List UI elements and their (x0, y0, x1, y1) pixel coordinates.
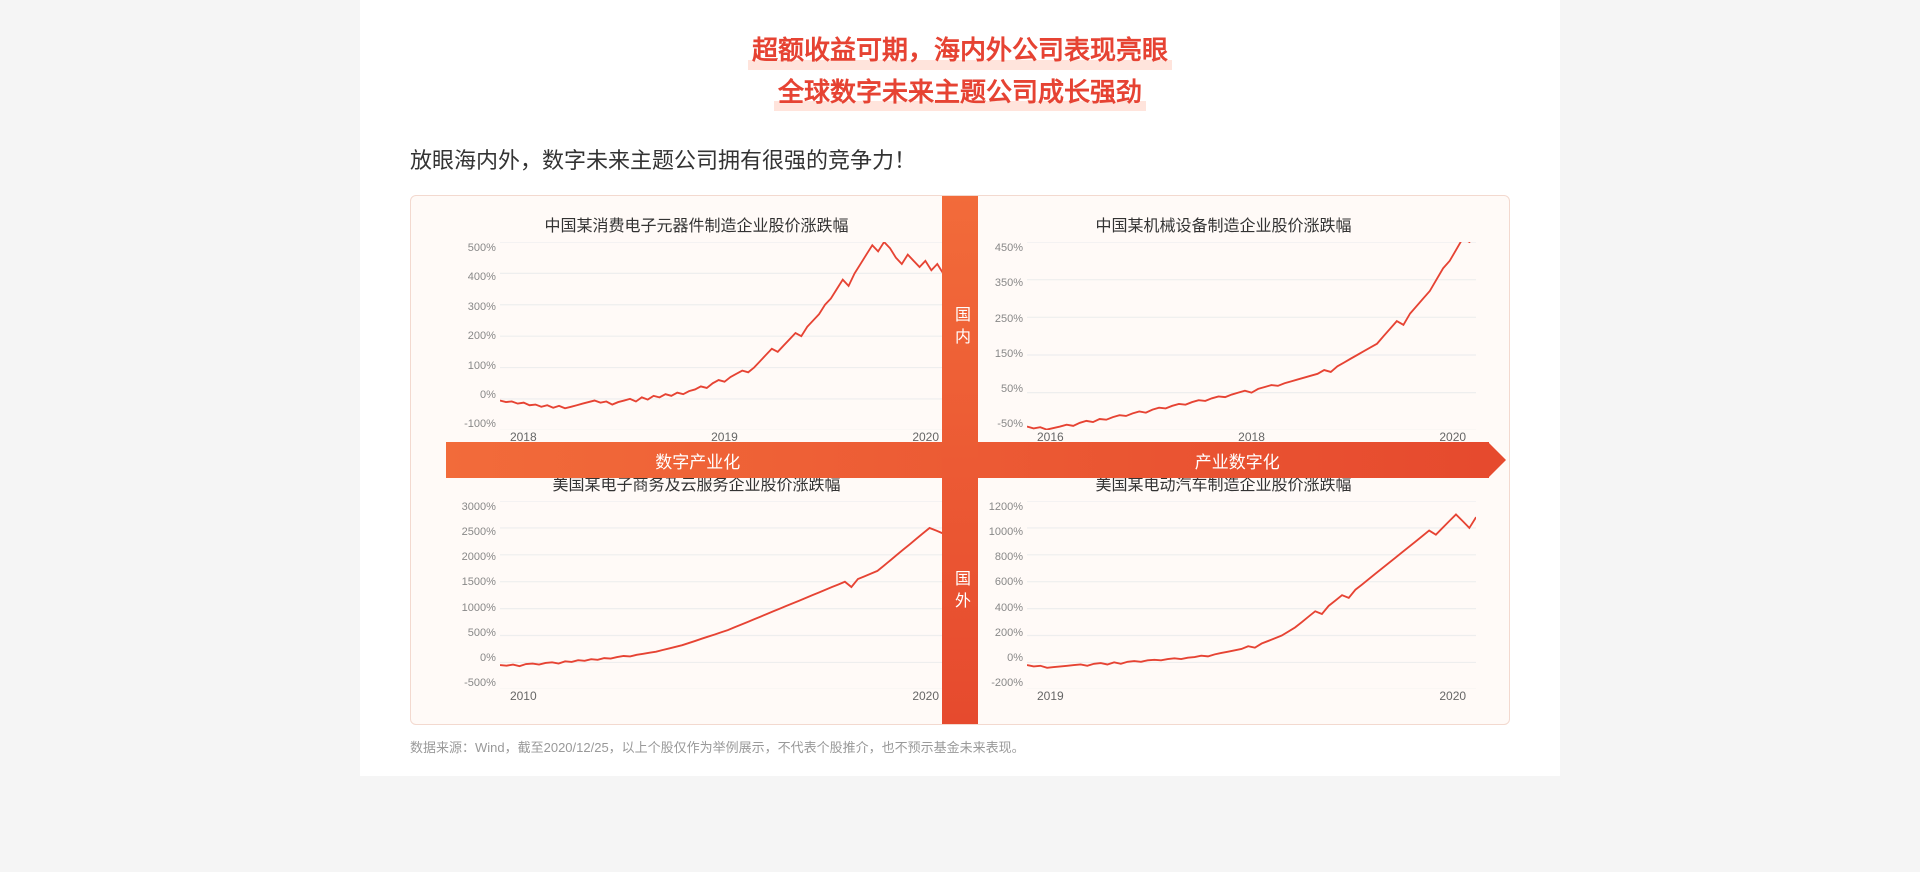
headline: 超额收益可期，海内外公司表现亮眼 全球数字未来主题公司成长强劲 (410, 30, 1510, 113)
y-tick: 1500% (444, 576, 496, 588)
y-tick: 100% (444, 360, 496, 372)
y-tick: 0% (444, 652, 496, 664)
x-tick: 2020 (912, 689, 939, 707)
vertical-axis-top-label: 国内 (948, 306, 972, 350)
page-container: 超额收益可期，海内外公司表现亮眼 全球数字未来主题公司成长强劲 放眼海内外，数字… (360, 0, 1560, 776)
horizontal-axis-left-label: 数字产业化 (446, 448, 950, 473)
y-tick: 0% (971, 652, 1023, 664)
x-tick: 2010 (510, 689, 537, 707)
x-tick: 2019 (1037, 689, 1064, 707)
y-tick: 500% (444, 627, 496, 639)
y-tick: -500% (444, 677, 496, 689)
y-tick: 350% (971, 277, 1023, 289)
y-tick: 1000% (971, 526, 1023, 538)
chart-top-left: 中国某消费电子元器件制造企业股价涨跌幅 500% 400% 300% 200% 100%… (444, 212, 949, 444)
y-tick: 300% (444, 301, 496, 313)
chart-title-tr: 中国某机械设备制造企业股价涨跌幅 (971, 212, 1476, 236)
y-tick: 200% (971, 627, 1023, 639)
y-tick: 600% (971, 576, 1023, 588)
y-tick: -50% (971, 418, 1023, 430)
horizontal-axis-right-label: 产业数字化 (986, 448, 1490, 473)
y-tick: 400% (971, 602, 1023, 614)
y-tick: 1000% (444, 602, 496, 614)
chart-title-tl: 中国某消费电子元器件制造企业股价涨跌幅 (444, 212, 949, 236)
y-tick: 250% (971, 313, 1023, 325)
y-tick: 2000% (444, 551, 496, 563)
y-tick: 1200% (971, 501, 1023, 513)
y-tick: 150% (971, 348, 1023, 360)
y-tick: 2500% (444, 526, 496, 538)
headline-line-2: 全球数字未来主题公司成长强劲 (774, 72, 1146, 114)
y-tick: 0% (444, 389, 496, 401)
headline-line-1: 超额收益可期，海内外公司表现亮眼 (748, 30, 1172, 72)
y-tick: 450% (971, 242, 1023, 254)
y-tick: 50% (971, 383, 1023, 395)
subtitle: 放眼海内外，数字未来主题公司拥有很强的竞争力！ (410, 143, 1510, 175)
y-tick: 500% (444, 242, 496, 254)
y-tick: 200% (444, 330, 496, 342)
chart-bottom-right: 美国某电动汽车制造企业股价涨跌幅 1200%1000%800%600%400%2… (971, 471, 1476, 703)
quadrant-chart-box: 国内 国外 数字产业化 产业数字化 中国某消费电子元器件制造企业股价涨跌幅 50… (410, 195, 1510, 725)
y-tick: 800% (971, 551, 1023, 563)
chart-top-right: 中国某机械设备制造企业股价涨跌幅 450% 350% 250% 150% 50% -50%… (971, 212, 1476, 444)
y-tick: 400% (444, 271, 496, 283)
vertical-axis-bottom-label: 国外 (948, 570, 972, 614)
chart-bottom-left: 美国某电子商务及云服务企业股价涨跌幅 3000%2500%2000%1500%1… (444, 471, 949, 703)
x-tick: 2020 (1439, 689, 1466, 707)
y-tick: -200% (971, 677, 1023, 689)
y-tick: 3000% (444, 501, 496, 513)
footer-note: 数据来源：Wind，截至2020/12/25，以上个股仅作为举例展示，不代表个股… (410, 737, 1510, 756)
y-tick: -100% (444, 418, 496, 430)
vertical-axis: 国内 国外 (942, 196, 978, 724)
